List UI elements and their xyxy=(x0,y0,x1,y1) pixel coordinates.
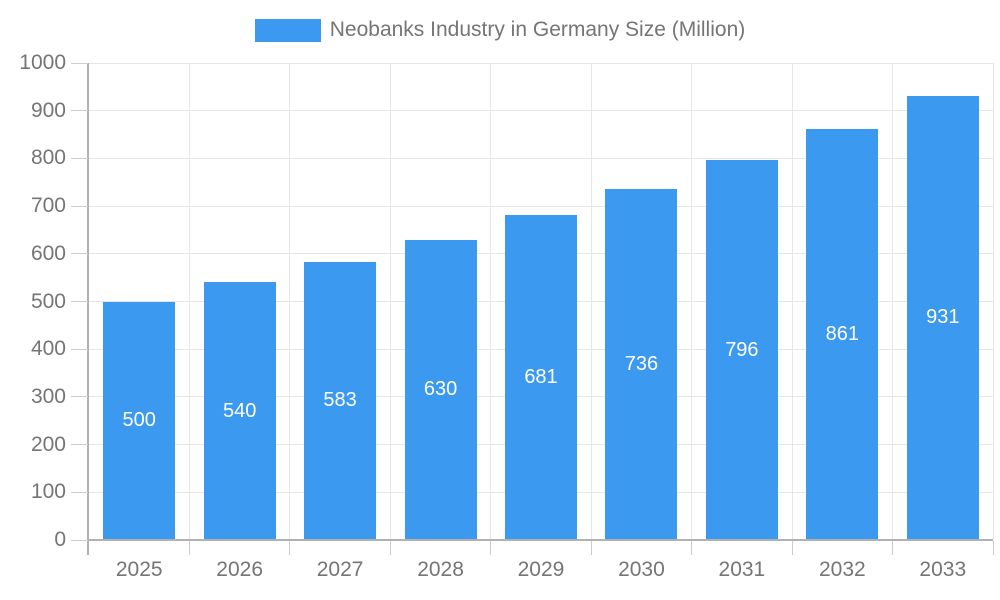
v-gridline xyxy=(791,63,793,540)
x-tick-label: 2025 xyxy=(115,558,163,581)
y-tick-label: 800 xyxy=(30,146,66,170)
bar-2032[interactable]: 861 xyxy=(806,129,879,540)
x-axis-line xyxy=(87,539,993,541)
y-tick-mark xyxy=(71,444,88,446)
v-gridline xyxy=(992,63,994,540)
legend-label: Neobanks Industry in Germany Size (Milli… xyxy=(329,18,746,41)
bar-2026[interactable]: 540 xyxy=(203,282,276,540)
y-tick-label: 500 xyxy=(30,289,66,313)
y-tick-label: 100 xyxy=(30,480,66,504)
x-tick-label: 2031 xyxy=(718,558,766,581)
y-tick-label: 300 xyxy=(30,384,66,408)
y-tick-label: 0 xyxy=(54,528,66,551)
x-tick-label: 2027 xyxy=(316,558,364,581)
bar-value-label: 796 xyxy=(725,338,759,361)
x-tick-label: 2028 xyxy=(417,558,464,581)
h-gridline xyxy=(89,157,993,159)
v-gridline xyxy=(289,63,291,540)
x-tick-mark xyxy=(791,541,793,555)
y-tick-mark xyxy=(71,539,88,541)
bar-value-label: 681 xyxy=(524,366,558,389)
x-tick-mark xyxy=(992,541,994,555)
v-gridline xyxy=(389,63,391,540)
v-gridline xyxy=(590,63,592,540)
bar-2027[interactable]: 583 xyxy=(304,261,377,540)
y-tick-label: 200 xyxy=(30,432,66,456)
v-gridline xyxy=(188,63,190,540)
v-gridline xyxy=(490,63,492,540)
bar-2029[interactable]: 681 xyxy=(505,215,577,540)
x-tick-label: 2032 xyxy=(818,558,866,581)
x-tick-label: 2033 xyxy=(919,558,967,581)
bar-value-label: 583 xyxy=(323,389,357,412)
x-tick-mark xyxy=(590,541,592,555)
bar-value-label: 630 xyxy=(423,378,458,401)
y-tick-mark xyxy=(71,491,88,493)
h-gridline xyxy=(89,110,993,112)
y-tick-label: 400 xyxy=(30,337,66,361)
plot-area: 500 540 583 630 681 736 796 861 931 xyxy=(89,62,994,540)
x-tick-mark xyxy=(691,541,693,555)
bar-2028[interactable]: 630 xyxy=(404,239,477,540)
bar-2031[interactable]: 796 xyxy=(705,160,778,540)
bar-value-label: 500 xyxy=(122,409,156,432)
y-axis-line xyxy=(87,63,89,555)
bar-value-label: 736 xyxy=(624,352,659,375)
bar-value-label: 861 xyxy=(825,323,860,346)
x-tick-label: 2030 xyxy=(618,558,665,581)
x-tick-mark xyxy=(188,541,190,555)
x-tick-mark xyxy=(892,541,894,555)
y-tick-label: 600 xyxy=(30,241,66,265)
bar-2033[interactable]: 931 xyxy=(906,95,979,540)
h-gridline xyxy=(89,205,993,207)
v-gridline xyxy=(892,63,894,540)
bar-2025[interactable]: 500 xyxy=(103,301,176,540)
x-tick-mark xyxy=(389,541,391,555)
x-tick-label: 2026 xyxy=(216,558,264,581)
x-tick-mark xyxy=(490,541,492,555)
legend-swatch-icon xyxy=(254,18,321,42)
x-tick-label: 2029 xyxy=(517,558,565,581)
y-tick-mark xyxy=(71,396,88,398)
y-tick-mark xyxy=(71,348,88,350)
x-tick-mark xyxy=(289,541,291,555)
bar-2030[interactable]: 736 xyxy=(605,188,678,540)
y-tick-mark xyxy=(71,301,88,302)
y-tick-mark xyxy=(71,205,88,207)
legend-item[interactable]: Neobanks Industry in Germany Size (Milli… xyxy=(0,18,1000,42)
y-tick-label: 700 xyxy=(30,194,66,218)
y-tick-mark xyxy=(71,157,88,159)
y-tick-mark xyxy=(71,253,88,255)
h-gridline xyxy=(89,62,993,64)
y-tick-mark xyxy=(71,110,88,112)
y-tick-mark xyxy=(71,62,88,64)
y-tick-label: 1000 xyxy=(19,51,66,74)
y-tick-label: 900 xyxy=(30,98,66,122)
bar-value-label: 931 xyxy=(926,306,960,329)
bar-value-label: 540 xyxy=(222,399,257,422)
v-gridline xyxy=(691,63,693,540)
